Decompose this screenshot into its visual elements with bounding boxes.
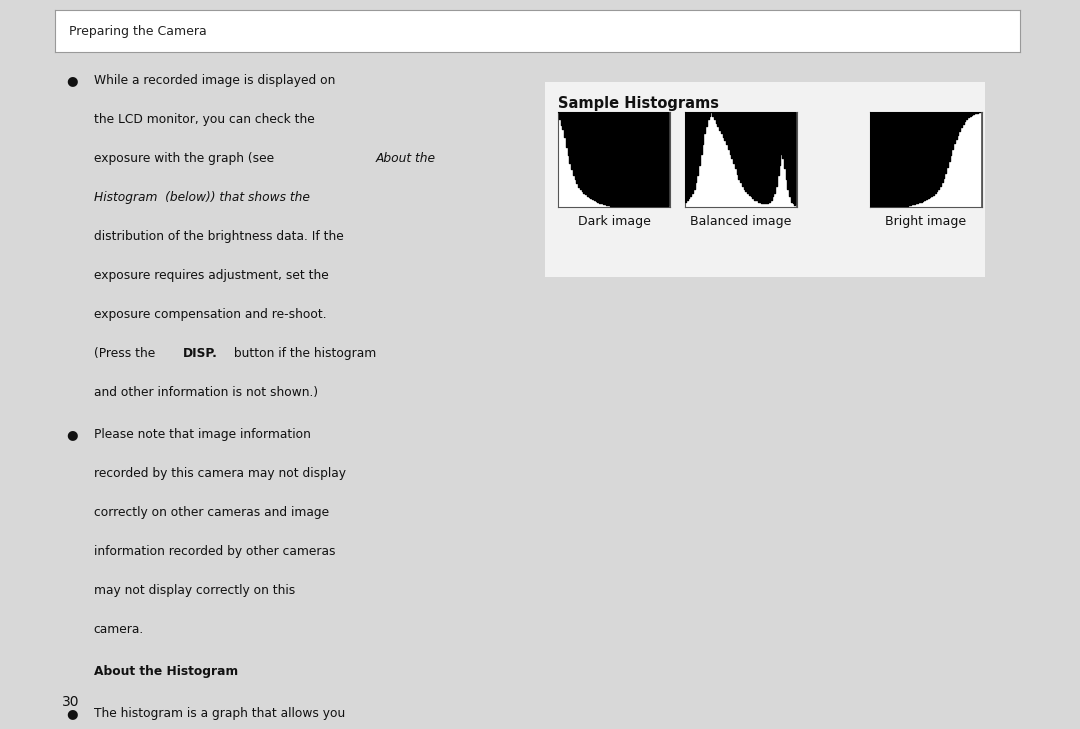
Text: Balanced image: Balanced image: [690, 216, 792, 228]
Bar: [586, 112, 615, 207]
Text: information recorded by other cameras: information recorded by other cameras: [94, 545, 336, 558]
Text: correctly on other cameras and image: correctly on other cameras and image: [94, 506, 329, 519]
Text: DISP.: DISP.: [183, 347, 217, 360]
Text: exposure requires adjustment, set the: exposure requires adjustment, set the: [94, 269, 328, 282]
Bar: [897, 112, 926, 207]
Text: (Press the: (Press the: [94, 347, 163, 360]
Bar: [685, 112, 713, 207]
Bar: [642, 112, 670, 207]
Text: distribution of the brightness data. If the: distribution of the brightness data. If …: [94, 230, 343, 243]
Text: Bright image: Bright image: [886, 216, 967, 228]
Text: exposure compensation and re-shoot.: exposure compensation and re-shoot.: [94, 308, 326, 321]
Bar: [558, 112, 586, 207]
Text: ●: ●: [67, 428, 78, 441]
Text: button if the histogram: button if the histogram: [230, 347, 377, 360]
Text: Preparing the Camera: Preparing the Camera: [69, 25, 207, 37]
Bar: [769, 112, 797, 207]
Bar: [870, 112, 897, 207]
Bar: [954, 112, 982, 207]
Text: Sample Histograms: Sample Histograms: [558, 95, 719, 111]
Text: ●: ●: [67, 707, 78, 720]
Text: exposure with the graph (see: exposure with the graph (see: [94, 152, 282, 165]
Text: recorded by this camera may not display: recorded by this camera may not display: [94, 467, 346, 480]
Text: About the: About the: [376, 152, 436, 165]
Text: may not display correctly on this: may not display correctly on this: [94, 584, 295, 597]
Text: ●: ●: [67, 74, 78, 87]
Text: Please note that image information: Please note that image information: [94, 428, 311, 441]
FancyBboxPatch shape: [541, 80, 989, 279]
Bar: [741, 112, 769, 207]
Text: and other information is not shown.): and other information is not shown.): [94, 386, 318, 399]
Bar: [615, 112, 642, 207]
Bar: [926, 112, 954, 207]
Text: camera.: camera.: [94, 623, 144, 636]
Text: Dark image: Dark image: [578, 216, 650, 228]
Text: Histogram  (below)) that shows the: Histogram (below)) that shows the: [94, 191, 310, 204]
Text: 30: 30: [62, 695, 80, 709]
Text: About the Histogram: About the Histogram: [94, 665, 238, 678]
Text: the LCD monitor, you can check the: the LCD monitor, you can check the: [94, 113, 314, 126]
Text: The histogram is a graph that allows you: The histogram is a graph that allows you: [94, 707, 346, 720]
Bar: [713, 112, 741, 207]
Text: While a recorded image is displayed on: While a recorded image is displayed on: [94, 74, 335, 87]
